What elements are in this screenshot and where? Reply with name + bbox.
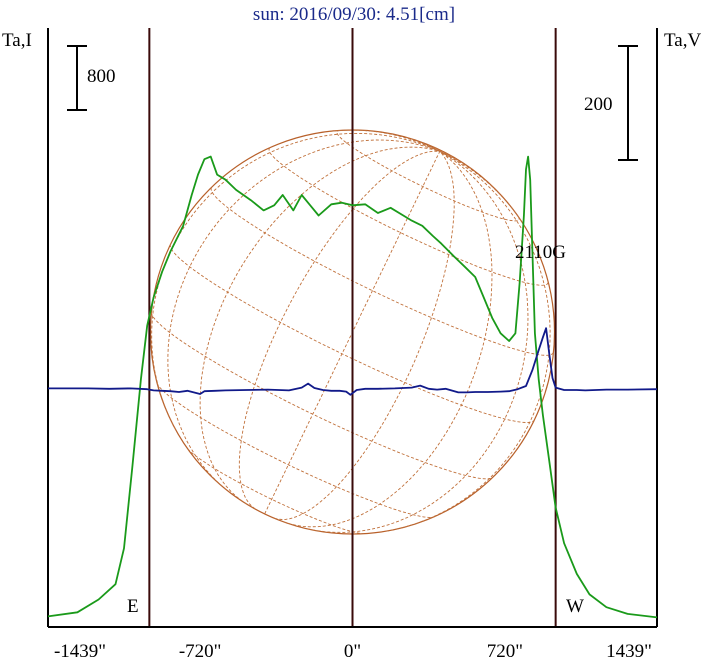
x-tick-label: -720"	[179, 641, 222, 662]
x-tick-label: 0"	[344, 641, 361, 662]
longitude-line	[274, 151, 455, 520]
west-label: W	[566, 596, 584, 617]
longitude-line	[199, 146, 440, 505]
polarization-series-line	[48, 327, 658, 396]
latitude-line	[336, 129, 520, 222]
longitude-line	[386, 151, 551, 532]
x-tick-labels: -1439" -720" 0" 720" 1439"	[54, 641, 652, 662]
solar-disk-grid	[149, 129, 556, 535]
limb-marker-lines	[148, 28, 557, 627]
right-axis-label: Ta,V	[664, 30, 701, 51]
latitude-line	[268, 147, 549, 286]
magnetic-field-annotation: 2110G	[515, 242, 566, 263]
latitude-line	[156, 382, 435, 518]
x-tick-label: 720"	[487, 641, 523, 662]
east-label: E	[127, 596, 139, 617]
series-group	[47, 155, 658, 619]
left-axis-label: Ta,I	[2, 30, 32, 51]
left-scale-bar	[67, 45, 87, 111]
longitude-line	[264, 151, 441, 515]
x-tick-label: 1439"	[606, 641, 652, 662]
left-scale-value: 800	[87, 66, 116, 87]
longitude-line	[439, 150, 447, 154]
longitude-line	[151, 132, 440, 430]
longitude-line	[329, 129, 440, 152]
longitude-line	[439, 150, 472, 170]
longitude-line	[238, 150, 440, 510]
longitude-line	[283, 151, 493, 528]
longitude-line	[439, 150, 525, 226]
chart-title: sun: 2016/09/30: 4.51[cm]	[253, 4, 455, 25]
right-scale-value: 200	[584, 94, 613, 115]
right-scale-bar	[618, 45, 638, 161]
intensity-series-line	[47, 155, 658, 619]
x-tick-label: -1439"	[54, 641, 106, 662]
latitude-line	[187, 448, 364, 535]
